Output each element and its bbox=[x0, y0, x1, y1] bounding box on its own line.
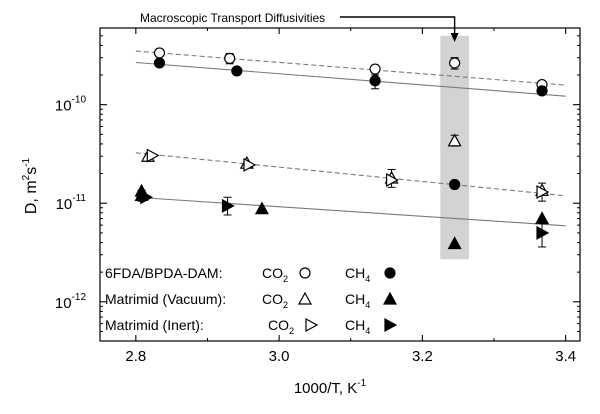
x-axis-label-text: 1000/T, K bbox=[294, 380, 357, 397]
point-circle-filled-1 bbox=[153, 57, 166, 69]
legend-gas-ch4-sub: 4 bbox=[365, 300, 370, 310]
point-circle-filled-4 bbox=[449, 178, 461, 191]
point-triangle-right-open-3 bbox=[385, 173, 399, 188]
legend-label: Matrimid (Vacuum): bbox=[105, 291, 226, 307]
legend-gas-ch4-base: CH bbox=[345, 317, 365, 333]
plot-area bbox=[100, 28, 580, 341]
point-circle-open-4 bbox=[449, 57, 461, 69]
legend-gas-co2-sub: 2 bbox=[283, 300, 288, 310]
legend-gas-ch4: CH4 bbox=[345, 317, 370, 336]
point-circle-filled-3 bbox=[369, 75, 381, 87]
annotation-arrow bbox=[340, 16, 456, 35]
annotation-shade bbox=[440, 35, 469, 260]
annotation-arrowhead bbox=[450, 33, 459, 42]
legend-gas-co2-sub: 2 bbox=[289, 326, 294, 336]
y-axis-label-text: D, m bbox=[23, 180, 40, 214]
y-axis-label: D, m2s-1 bbox=[21, 157, 40, 214]
y-tick-base: 10 bbox=[55, 98, 72, 115]
y-axis-label-sup1: 2 bbox=[21, 174, 32, 180]
point-triangle-right-filled-1 bbox=[140, 190, 154, 205]
point-triangle-right-open-2 bbox=[243, 157, 257, 172]
legend-gas-co2-sub: 2 bbox=[283, 274, 288, 284]
legend-gas-co2-base: CO bbox=[262, 265, 283, 281]
legend-gas-co2-base: CO bbox=[268, 317, 289, 333]
y-tick-base: 10 bbox=[56, 196, 73, 213]
legend-label: Matrimid (Inert): bbox=[105, 317, 204, 333]
y-tick-exponent: -12 bbox=[72, 292, 87, 303]
legend-marker-triangle-up-open bbox=[297, 291, 313, 305]
data-markers bbox=[134, 47, 550, 250]
fit-line-4 bbox=[135, 196, 566, 227]
point-triangle-right-open-1 bbox=[146, 148, 160, 163]
legend-gas-co2-base: CO bbox=[262, 291, 283, 307]
annotation: Macroscopic Transport Diffusivities bbox=[140, 11, 459, 42]
point-triangle-up-filled-3 bbox=[254, 201, 269, 215]
legend-gas-ch4-sub: 4 bbox=[365, 274, 370, 284]
y-axis-label-sup2: -1 bbox=[21, 157, 32, 166]
y-tick-label: 10-11 bbox=[56, 193, 87, 213]
y-axis-label-mid: s bbox=[23, 167, 40, 175]
point-circle-open-1 bbox=[153, 47, 166, 59]
legend-gas-co2: CO2 bbox=[268, 317, 294, 336]
legend-gas-ch4-base: CH bbox=[345, 291, 365, 307]
annotation-label: Macroscopic Transport Diffusivities bbox=[140, 11, 325, 25]
point-circle-open-3 bbox=[369, 63, 381, 75]
y-tick-exponent: -10 bbox=[72, 95, 87, 106]
legend-marker-triangle-right-filled bbox=[384, 317, 398, 333]
point-circle-filled-5 bbox=[536, 85, 548, 97]
y-tick-base: 10 bbox=[55, 295, 72, 312]
fit-lines bbox=[135, 50, 566, 227]
point-triangle-right-filled-3 bbox=[536, 225, 550, 240]
point-triangle-up-filled-5 bbox=[535, 211, 550, 225]
x-axis-label-sup: -1 bbox=[357, 378, 366, 389]
y-tick-exponent: -11 bbox=[72, 193, 86, 204]
point-triangle-up-open-4 bbox=[447, 133, 462, 147]
x-tick-label: 3.4 bbox=[555, 348, 576, 365]
point-triangle-right-filled-2 bbox=[221, 198, 235, 213]
y-tick-label: 10-10 bbox=[55, 95, 87, 115]
x-tick-label: 2.8 bbox=[125, 348, 146, 365]
point-circle-filled-2 bbox=[231, 65, 243, 77]
legend-gas-ch4: CH4 bbox=[345, 265, 370, 284]
legend-marker-triangle-up-filled bbox=[382, 291, 398, 305]
point-circle-open-2 bbox=[224, 52, 236, 64]
legend-gas-co2: CO2 bbox=[262, 265, 288, 284]
legend-gas-ch4-sub: 4 bbox=[365, 326, 370, 336]
legend-marker-circle-open bbox=[299, 267, 311, 279]
x-axis-ticks: 2.8 3.0 3.2 3.4 bbox=[125, 28, 576, 365]
point-triangle-right-open-4 bbox=[536, 184, 550, 200]
fit-line-2 bbox=[135, 61, 566, 97]
x-axis-label: 1000/T, K-1 bbox=[294, 378, 367, 397]
point-triangle-up-filled-4 bbox=[447, 236, 462, 250]
axes-frame bbox=[99, 27, 581, 342]
legend-marker-circle-filled bbox=[384, 267, 396, 279]
x-tick-label: 3.0 bbox=[269, 348, 290, 365]
y-tick-label: 10-12 bbox=[55, 292, 87, 312]
legend-gas-co2: CO2 bbox=[262, 291, 288, 310]
legend-label: 6FDA/BPDA-DAM: bbox=[105, 265, 222, 281]
x-tick-label: 3.2 bbox=[412, 348, 433, 365]
legend-gas-ch4-base: CH bbox=[345, 265, 365, 281]
legend-gas-ch4: CH4 bbox=[345, 291, 370, 310]
legend-marker-triangle-right-open bbox=[305, 317, 319, 333]
